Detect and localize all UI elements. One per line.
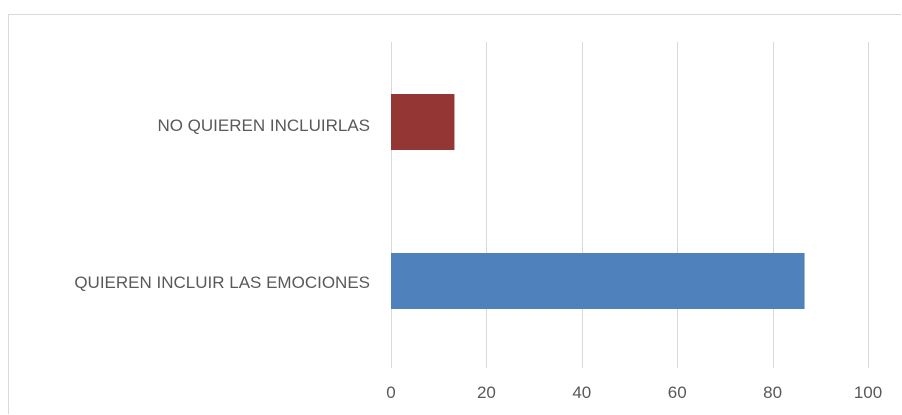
x-tick-label-80: 80 [763, 383, 782, 402]
category-labels: NO QUIEREN INCLUIRLAS QUIEREN INCLUIR LA… [74, 116, 370, 292]
bar-quieren-incluir-las-emociones [391, 253, 805, 309]
category-label-no-quieren: NO QUIEREN INCLUIRLAS [157, 116, 370, 135]
chart-frame [8, 14, 901, 414]
x-tick-label-60: 60 [668, 383, 687, 402]
bar-no-quieren-incluirlas [391, 94, 455, 150]
x-tick-label-100: 100 [854, 383, 882, 402]
bars [391, 94, 805, 309]
category-label-quieren: QUIEREN INCLUIR LAS EMOCIONES [74, 273, 370, 292]
x-tick-label-40: 40 [572, 383, 591, 402]
x-tick-label-0: 0 [386, 383, 395, 402]
gridlines [391, 42, 869, 368]
x-tick-labels: 0 20 40 60 80 100 [386, 383, 882, 402]
x-tick-label-20: 20 [477, 383, 496, 402]
